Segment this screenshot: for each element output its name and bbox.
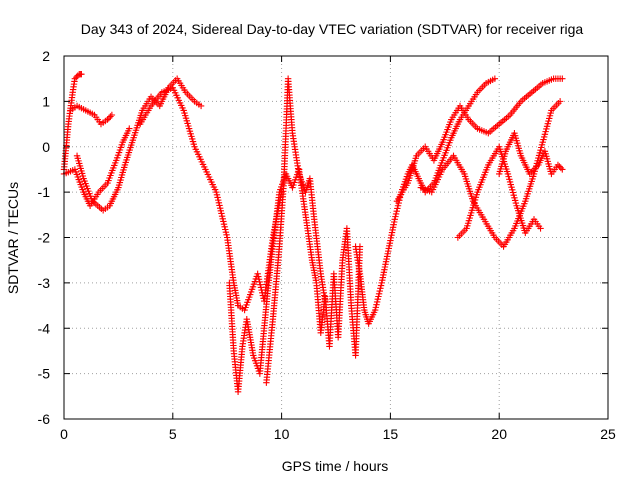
chart-title: Day 343 of 2024, Sidereal Day-to-day VTE…: [81, 21, 584, 37]
data-point: [491, 75, 499, 82]
data-point-interp: [257, 281, 264, 288]
plot-frame: [63, 55, 609, 420]
data-point: [537, 225, 544, 232]
data-point-interp: [394, 205, 401, 212]
data-point: [71, 75, 79, 82]
data-point-interp: [557, 164, 565, 172]
y-tick-label: 0: [42, 139, 50, 155]
axis-ticks: 0 5 10 15 20 25 -6 -5 -4 -3 -2 -1 0 1 2: [38, 48, 616, 442]
x-tick-label: 10: [274, 426, 290, 442]
data-point-interp: [394, 202, 402, 209]
y-tick-label: 2: [42, 48, 50, 64]
data-point-interp: [105, 114, 113, 122]
data-point-interp: [256, 278, 263, 286]
data-point: [104, 116, 111, 123]
data-point: [197, 102, 205, 110]
y-tick-label: -5: [38, 366, 51, 382]
y-axis-label: SDTVAR / TECUs: [5, 182, 21, 294]
data-point-interp: [373, 298, 381, 306]
y-tick-label: -6: [38, 411, 51, 427]
x-tick-label: 25: [600, 426, 616, 442]
data-point-interp: [377, 282, 385, 289]
data-point-interp: [375, 293, 382, 300]
data-point-interp: [377, 285, 384, 292]
grid-layer: [64, 56, 608, 419]
data-point: [559, 75, 566, 82]
data-point: [559, 166, 566, 173]
data-point-interp: [375, 290, 383, 297]
data-point-interp: [376, 287, 383, 295]
x-tick-label: 20: [491, 426, 507, 442]
data-point: [108, 111, 116, 119]
data-point: [254, 270, 261, 277]
data-point: [554, 161, 562, 169]
data-point: [391, 216, 398, 223]
x-axis-label: GPS time / hours: [282, 458, 389, 474]
data-point: [78, 70, 85, 78]
data-point-interp: [556, 163, 563, 170]
y-tick-label: -4: [38, 320, 51, 336]
data-point-interp: [255, 276, 263, 283]
data-points: [60, 70, 566, 395]
data-point-interp: [374, 296, 381, 303]
x-tick-label: 0: [60, 426, 68, 442]
data-point-interp: [392, 213, 399, 220]
data-point: [126, 125, 133, 132]
y-tick-label: 1: [42, 93, 50, 109]
data-point: [371, 306, 379, 314]
data-point-interp: [373, 301, 380, 308]
data-point-interp: [73, 73, 80, 81]
data-point-interp: [392, 210, 400, 218]
data-point-interp: [372, 304, 380, 311]
data-point-interp: [107, 113, 114, 120]
data-point-interp: [255, 273, 262, 280]
x-tick-label: 15: [383, 426, 399, 442]
y-tick-label: -3: [38, 275, 51, 291]
y-tick-label: -2: [38, 230, 51, 246]
data-point-interp: [393, 207, 400, 215]
y-tick-label: -1: [38, 184, 51, 200]
data-point: [556, 98, 564, 105]
x-tick-label: 5: [169, 426, 177, 442]
